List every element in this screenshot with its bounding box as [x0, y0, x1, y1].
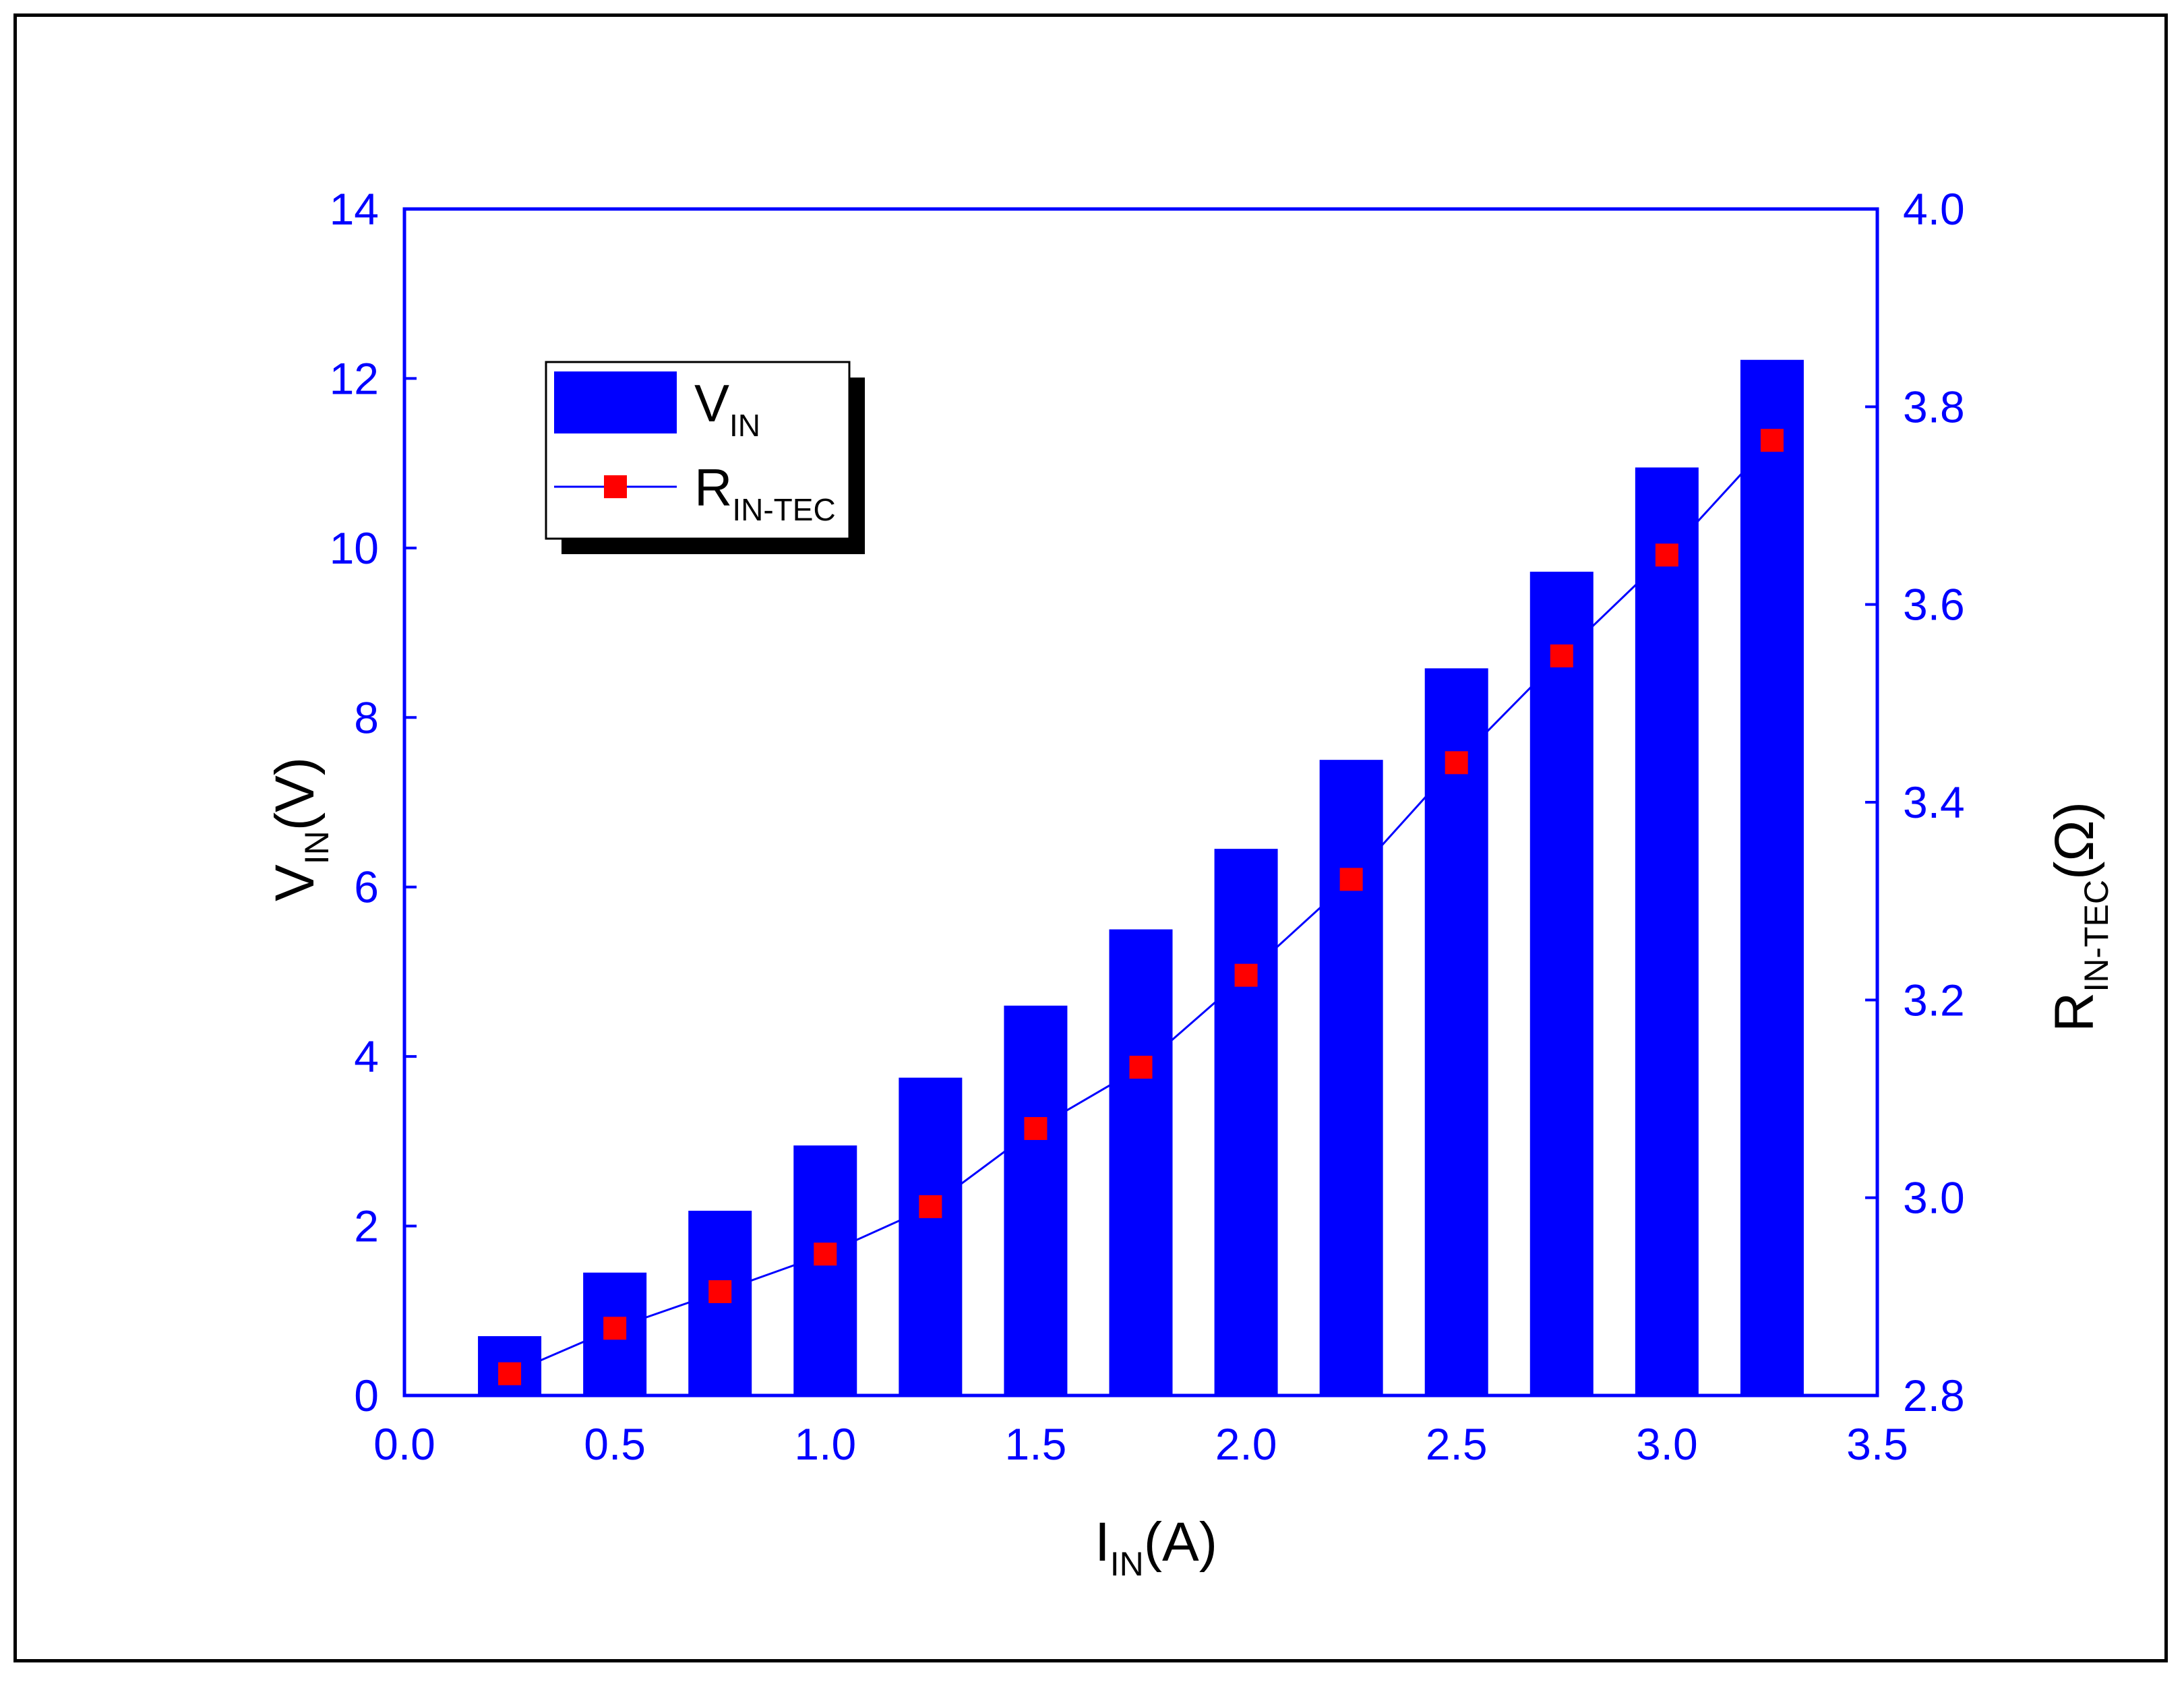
x-tick-label: 1.5: [1005, 1419, 1067, 1469]
chart: 0.0 0.5 1.0 1.5 2.0 2.5 3.0 3.5 0 2 4 6 8 10 12 14 2.8 3.…: [264, 184, 2115, 1583]
y-tick-label: 4: [354, 1031, 379, 1081]
y-tick-label: 2: [354, 1201, 379, 1251]
tick-labels: 0.0 0.5 1.0 1.5 2.0 2.5 3.0 3.5 0 2 4 6 8 10 12 14 2.8 3.…: [330, 184, 1965, 1469]
y2-axis-title: RIN-TEC(Ω): [2044, 802, 2115, 1032]
data-point: [1655, 543, 1678, 567]
x-tick-label: 2.0: [1215, 1419, 1277, 1469]
x-tick-label: 3.5: [1846, 1419, 1908, 1469]
x-tick-label: 3.0: [1636, 1419, 1698, 1469]
y-axis-title-tail: (V): [264, 757, 326, 831]
y-tick-label: 8: [354, 692, 379, 742]
data-point: [1339, 868, 1363, 891]
data-point: [603, 1317, 627, 1340]
y2-tick-label: 2.8: [1903, 1371, 1965, 1420]
data-point: [1234, 963, 1258, 987]
data-point: [1760, 429, 1784, 452]
y2-axis-title-sub: IN-TEC: [2077, 880, 2115, 992]
y2-axis-title-main: R: [2044, 992, 2105, 1032]
bar: [1529, 572, 1594, 1395]
bar: [1740, 359, 1804, 1395]
legend-label-vin-sub: IN: [729, 408, 760, 443]
y2-tick-label: 4.0: [1903, 184, 1965, 234]
bar: [1424, 668, 1488, 1396]
y-tick-label: 10: [330, 523, 379, 573]
bar: [1109, 929, 1173, 1395]
axes: [402, 207, 1879, 1398]
x-tick-label: 2.5: [1426, 1419, 1488, 1469]
data-point: [708, 1280, 732, 1303]
bar: [899, 1077, 963, 1395]
bar: [1635, 467, 1699, 1395]
bar: [1004, 1005, 1068, 1395]
y-tick-label: 14: [330, 184, 379, 234]
y-tick-label: 12: [330, 353, 379, 403]
y-tick-label: 6: [354, 862, 379, 912]
legend-bar-swatch: [554, 371, 677, 433]
y2-tick-label: 3.8: [1903, 382, 1965, 431]
y2-tick-label: 3.4: [1903, 777, 1965, 827]
legend-label-rin-tec: RIN-TEC: [694, 458, 836, 527]
legend-marker-swatch: [604, 475, 627, 498]
x-tick-label: 0.5: [584, 1419, 646, 1469]
x-tick-label: 1.0: [794, 1419, 856, 1469]
legend-label-vin-main: V: [694, 373, 729, 433]
x-axis-title-tail: (A): [1144, 1511, 1217, 1573]
legend-label-rin-tec-main: R: [694, 458, 732, 517]
x-axis-title-main: I: [1095, 1511, 1110, 1573]
y2-tick-label: 3.0: [1903, 1173, 1965, 1223]
y-tick-label: 0: [354, 1371, 379, 1420]
data-point: [1129, 1056, 1153, 1079]
y-axis-title: VIN(V): [264, 757, 336, 901]
x-axis-title: IIN(A): [1095, 1511, 1217, 1583]
data-point: [919, 1195, 942, 1218]
figure-frame: 0.0 0.5 1.0 1.5 2.0 2.5 3.0 3.5 0 2 4 6 8 10 12 14 2.8 3.…: [13, 13, 2168, 1662]
data-point: [814, 1242, 837, 1266]
data-point: [1445, 751, 1468, 775]
data-point: [498, 1362, 522, 1385]
line-series-rin-tec: [498, 429, 1784, 1385]
legend-label-vin: VIN: [694, 373, 760, 443]
data-point: [1550, 644, 1573, 667]
legend: VIN RIN-TEC: [545, 361, 865, 554]
y-axis-title-sub: IN: [298, 831, 336, 864]
bar: [793, 1145, 857, 1395]
y-axis-title-main: V: [264, 864, 326, 901]
bar: [1319, 760, 1383, 1395]
data-point: [1024, 1117, 1048, 1140]
y2-tick-label: 3.2: [1903, 975, 1965, 1025]
legend-label-rin-tec-sub: IN-TEC: [732, 492, 835, 527]
y2-axis-title-tail: (Ω): [2044, 802, 2105, 880]
y2-tick-label: 3.6: [1903, 580, 1965, 630]
x-tick-label: 0.0: [373, 1419, 435, 1469]
bar-series-vin: [478, 359, 1804, 1396]
bar: [1214, 849, 1278, 1395]
x-axis-title-sub: IN: [1110, 1545, 1144, 1583]
